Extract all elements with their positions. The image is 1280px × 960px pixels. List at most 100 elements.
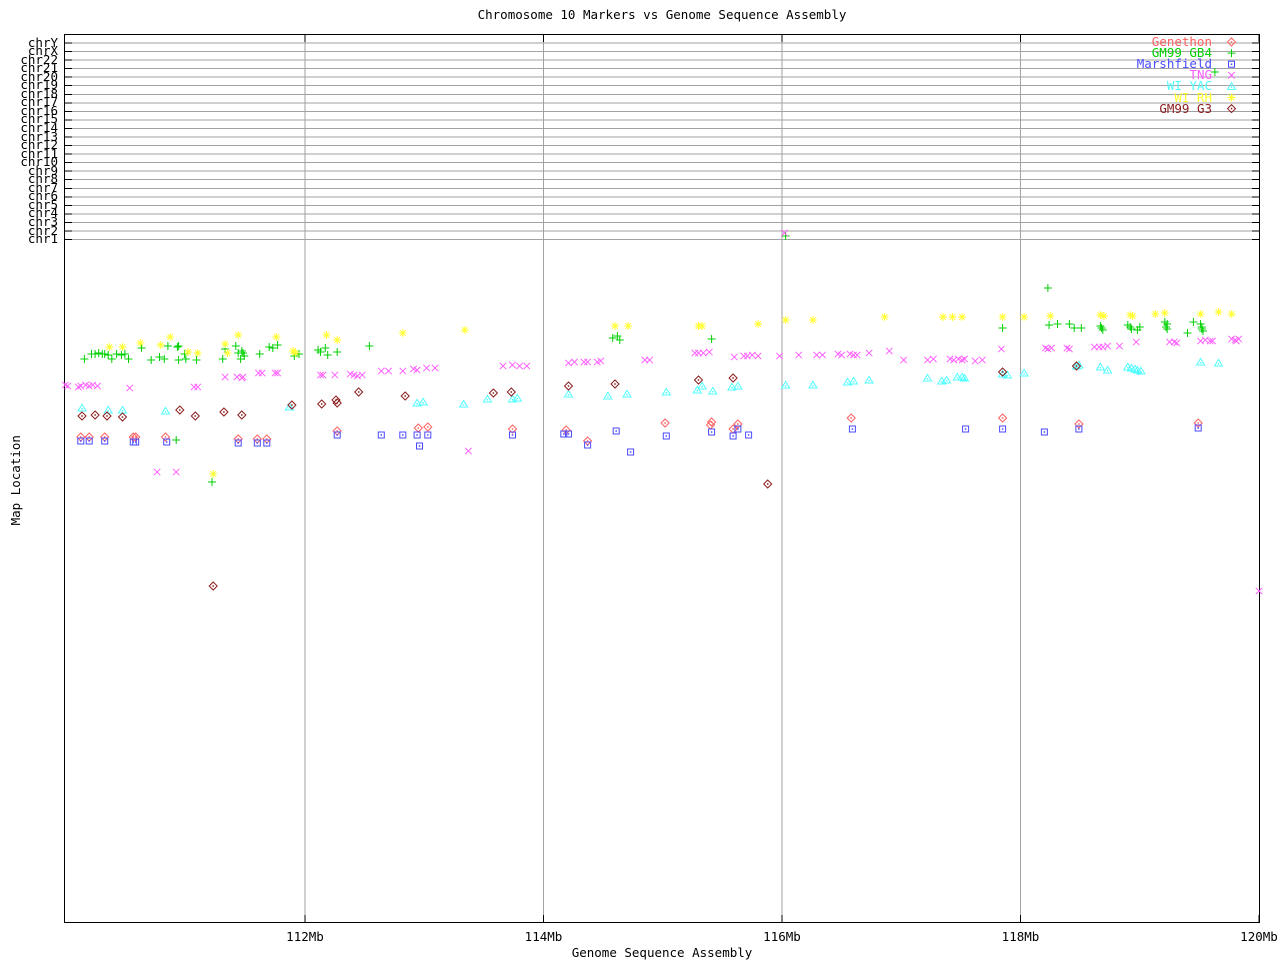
- marker: [960, 355, 969, 363]
- marker: [208, 581, 218, 591]
- chr-label-chr22: chr22: [20, 51, 58, 67]
- marker: [1041, 344, 1050, 352]
- marker: [79, 354, 89, 364]
- marker: [354, 387, 364, 397]
- marker: [220, 339, 230, 349]
- marker: [460, 325, 470, 335]
- marker: [1183, 328, 1192, 338]
- x-tick-label: 120Mb: [1240, 929, 1278, 944]
- marker: [124, 354, 133, 364]
- marker: [64, 382, 72, 390]
- legend-item-gm99-g3: GM99 G3: [1159, 100, 1212, 116]
- marker: [622, 389, 632, 398]
- marker: [156, 340, 166, 350]
- x-tick-label: 112Mb: [286, 929, 324, 944]
- marker: [1196, 357, 1206, 366]
- marker: [645, 356, 654, 364]
- marker: [291, 348, 300, 358]
- marker: [1097, 323, 1107, 333]
- marker: [853, 351, 861, 359]
- chr-label-chr19: chr19: [20, 77, 58, 93]
- marker: [1069, 323, 1079, 333]
- legend-item-genethon: Genethon: [1151, 34, 1212, 49]
- marker: [155, 352, 164, 362]
- chr-label-chr21: chr21: [20, 60, 58, 76]
- marker: [1162, 324, 1172, 334]
- marker: [171, 435, 181, 445]
- marker: [332, 335, 342, 345]
- marker: [1019, 312, 1029, 322]
- marker: [660, 418, 670, 428]
- marker: [708, 386, 718, 395]
- marker: [612, 427, 620, 435]
- legend-marker-icon: [1227, 48, 1236, 58]
- legend-markers: [1227, 37, 1236, 114]
- marker: [1126, 324, 1136, 334]
- marker: [90, 410, 100, 420]
- chr-label-chr4: chr4: [27, 205, 58, 221]
- marker: [258, 369, 266, 377]
- marker: [691, 349, 699, 357]
- plot-border: [64, 34, 1260, 923]
- marker: [181, 354, 191, 364]
- marker: [423, 422, 433, 432]
- marker: [812, 351, 821, 359]
- marker: [190, 383, 198, 391]
- marker: [564, 381, 573, 391]
- marker: [93, 382, 102, 390]
- marker: [364, 341, 374, 351]
- marker: [1150, 309, 1160, 319]
- marker: [508, 361, 517, 369]
- marker: [627, 448, 635, 456]
- chr-label-chrY: chrY: [27, 34, 58, 50]
- marker: [523, 362, 531, 370]
- chr-label-chr20: chr20: [20, 68, 58, 84]
- marker: [271, 332, 281, 342]
- marker: [1095, 362, 1105, 371]
- marker: [734, 425, 742, 433]
- marker: [194, 383, 202, 391]
- marker: [163, 341, 173, 351]
- marker: [1188, 317, 1198, 327]
- marker: [255, 349, 265, 359]
- chr-label-chr8: chr8: [27, 171, 58, 187]
- marker: [564, 389, 573, 398]
- marker: [1123, 362, 1133, 371]
- legend-marker-icon: [1227, 37, 1236, 47]
- marker: [1214, 358, 1223, 367]
- marker: [846, 413, 856, 423]
- y-axis-label: Map Location: [7, 435, 23, 526]
- marker: [424, 431, 432, 439]
- marker: [331, 371, 339, 379]
- marker: [978, 356, 986, 364]
- marker: [697, 321, 707, 331]
- marker: [320, 343, 330, 353]
- marker: [923, 373, 932, 382]
- marker: [745, 431, 753, 439]
- marker: [254, 369, 263, 377]
- marker: [207, 477, 217, 487]
- chr-label-chr10: chr10: [20, 154, 58, 170]
- marker: [358, 371, 366, 379]
- marker: [708, 428, 716, 436]
- x-tick-label: 118Mb: [1001, 929, 1040, 944]
- marker: [808, 315, 818, 325]
- marker: [159, 354, 169, 364]
- series-wi-rh: [104, 307, 1237, 479]
- marker: [781, 380, 791, 389]
- marker: [1214, 307, 1223, 317]
- marker: [104, 342, 114, 352]
- marker: [74, 383, 83, 391]
- marker: [729, 432, 737, 440]
- series-gm99-g3: [77, 361, 1081, 591]
- marker: [165, 332, 175, 342]
- marker: [662, 432, 670, 440]
- marker: [172, 468, 180, 476]
- marker: [1076, 323, 1086, 333]
- marker: [971, 357, 979, 365]
- marker: [1197, 324, 1207, 334]
- marker: [377, 367, 385, 375]
- marker: [422, 364, 431, 372]
- marker: [763, 479, 773, 489]
